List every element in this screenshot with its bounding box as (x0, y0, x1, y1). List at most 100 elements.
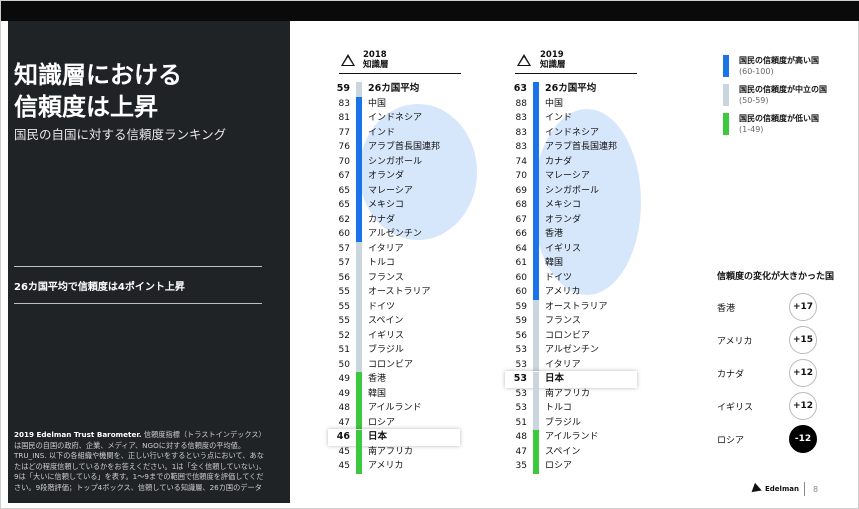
country-name: ドイツ (545, 272, 573, 283)
list-item: 65 マレーシア (332, 183, 462, 198)
trust-bar (533, 343, 539, 358)
trust-bar (356, 430, 362, 445)
list-item: 56 フランス (332, 270, 462, 285)
list-item: 88 中国 (509, 96, 639, 111)
triangle-icon (341, 54, 355, 66)
country-name: 韓国 (545, 258, 564, 268)
trust-value: 56 (515, 330, 527, 341)
trust-value: 76 (338, 142, 350, 152)
trust-value: 67 (515, 214, 527, 225)
legend-swatch (723, 55, 729, 77)
country-name: シンガポール (368, 156, 423, 167)
change-item: 香港 +17 (717, 293, 827, 321)
trust-bar (356, 444, 362, 459)
list-item: 83 インド (509, 111, 639, 126)
trust-bar (533, 183, 539, 198)
list-item: 55 オーストラリア (332, 285, 462, 300)
trust-value: 60 (515, 272, 527, 283)
year-2019: 2019 (540, 50, 564, 60)
list-item: 59 26カ国平均 (332, 82, 462, 97)
trust-bar (533, 285, 539, 300)
country-name: シンガポール (545, 185, 600, 196)
trust-bar (533, 270, 539, 285)
trust-value: 74 (515, 156, 527, 167)
list-item: 59 フランス (509, 314, 639, 329)
trust-value: 45 (338, 461, 350, 471)
trust-bar (533, 241, 539, 256)
change-item: イギリス +12 (717, 392, 827, 420)
trust-bar (356, 386, 362, 401)
divider-top (14, 266, 262, 267)
trust-value: 35 (515, 461, 527, 471)
list-item: 50 コロンビア (332, 357, 462, 372)
country-name: 中国 (545, 98, 564, 109)
change-item: カナダ +12 (717, 359, 827, 387)
trust-value: 53 (515, 403, 527, 413)
country-name: ブラジル (368, 345, 404, 355)
country-name: フランス (368, 272, 404, 283)
list-item: 64 イギリス (509, 241, 639, 256)
list-item: 61 韓国 (509, 256, 639, 271)
trust-value: 60 (338, 229, 350, 239)
list-item: 53 南アフリカ (509, 386, 639, 401)
list-item: 69 シンガポール (509, 183, 639, 198)
trust-value: 47 (515, 446, 527, 457)
trust-value: 68 (515, 200, 527, 210)
trust-bar (356, 140, 362, 155)
legend-text: 国民の信頼度が中立の国 (50-59) (739, 85, 827, 105)
list-item: 66 香港 (509, 227, 639, 242)
trust-bar (356, 154, 362, 169)
divider-bottom (14, 303, 262, 304)
country-name: オーストラリア (545, 301, 608, 312)
edelman-logo: Edelman (751, 482, 799, 496)
brand-name: Edelman (765, 485, 799, 493)
trust-bar (533, 125, 539, 140)
change-item: ロシア -12 (717, 425, 827, 453)
trust-value: 64 (515, 243, 527, 254)
trust-value: 67 (338, 171, 350, 181)
country-name: スペイン (368, 316, 404, 326)
label-2018: 知識層 (363, 60, 389, 70)
trust-value: 83 (515, 127, 527, 138)
trust-value: 83 (515, 142, 527, 152)
list-item: 55 スペイン (332, 314, 462, 329)
list-item: 60 アメリカ (509, 285, 639, 300)
year-2018: 2018 (363, 50, 387, 60)
trust-value: 70 (515, 171, 527, 181)
subtitle: 国民の自国に対する信頼度ランキング (14, 127, 227, 142)
trust-bar (356, 212, 362, 227)
country-name: カナダ (545, 156, 573, 167)
trust-bar (356, 198, 362, 213)
country-name: オーストラリア (368, 287, 431, 297)
trust-value: 52 (338, 330, 350, 341)
trust-bar (533, 299, 539, 314)
list-item: 48 アイルランド (509, 430, 639, 445)
country-name: インドネシア (545, 127, 600, 138)
trust-value: 48 (515, 432, 527, 442)
logo-arrow-icon (751, 482, 764, 496)
triangle-icon (517, 54, 531, 66)
trust-value: 81 (338, 113, 350, 123)
trust-value: 77 (338, 127, 350, 138)
trust-bar (356, 169, 362, 184)
list-item: 60 アルゼンチン (332, 227, 462, 242)
list-item: 53 イタリア (509, 357, 639, 372)
trust-value: 47 (338, 417, 350, 428)
list-item: 59 オーストラリア (509, 299, 639, 314)
list-item: 60 ドイツ (509, 270, 639, 285)
list-item: 45 アメリカ (332, 459, 462, 474)
trust-bar (356, 183, 362, 198)
trust-bar (356, 256, 362, 271)
source-note-bold: 2019 Edelman Trust Barometer. (14, 430, 142, 439)
country-name: カナダ (368, 214, 396, 225)
header-2019: 2019 知識層 (540, 50, 566, 70)
trust-value: 59 (336, 83, 350, 94)
header-2018: 2018 知識層 (363, 50, 389, 70)
trust-bar (356, 357, 362, 372)
trust-bar (356, 227, 362, 242)
list-item: 55 ドイツ (332, 299, 462, 314)
top-bar (1, 1, 859, 21)
trust-value: 88 (515, 98, 527, 109)
list-item: 77 インド (332, 125, 462, 140)
changes-title: 信頼度の変化が大きかった国 (717, 272, 835, 282)
